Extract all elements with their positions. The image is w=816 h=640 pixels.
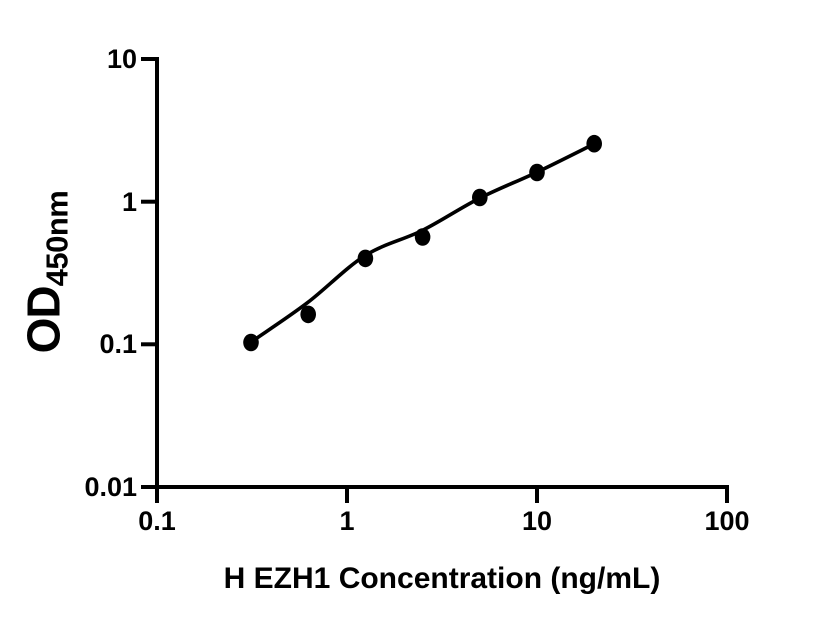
data-point (586, 134, 602, 153)
y-axis-title-main: OD (17, 286, 70, 354)
y-axis-title: OD450nm (17, 191, 76, 354)
data-point (300, 305, 317, 324)
axes-spine (155, 57, 729, 489)
data-point (529, 163, 545, 182)
x-tick-label: 0.1 (138, 506, 176, 536)
y-axis-title-subscript: 450nm (39, 190, 75, 287)
x-axis-title: H EZH1 Concentration (ng/mL) (223, 562, 661, 595)
x-tick-label: 100 (704, 506, 750, 536)
y-tick-label: 0.01 (84, 472, 137, 502)
data-point (357, 249, 374, 268)
x-tick-label: 10 (521, 506, 553, 536)
data-point (243, 333, 259, 352)
y-tick-label: 1 (121, 186, 137, 217)
x-tick-label: 1 (339, 506, 355, 536)
data-point (472, 188, 488, 207)
y-tick-label: 0.1 (99, 329, 137, 360)
y-tick-label: 10 (106, 44, 137, 74)
data-point (414, 228, 431, 246)
